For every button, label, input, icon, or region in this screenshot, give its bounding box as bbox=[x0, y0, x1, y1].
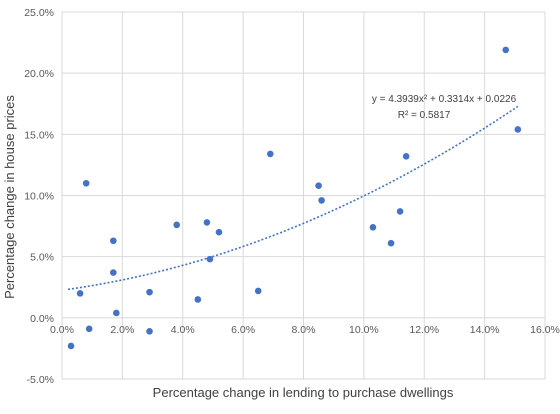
data-points bbox=[67, 46, 522, 350]
data-point bbox=[315, 182, 322, 190]
data-point bbox=[514, 126, 522, 133]
x-tick-label: 0.0% bbox=[50, 324, 74, 336]
data-point bbox=[82, 179, 90, 187]
data-point bbox=[215, 228, 223, 236]
y-tick-label: 25.0% bbox=[24, 7, 54, 19]
data-point bbox=[266, 150, 274, 158]
gridlines bbox=[61, 11, 546, 380]
data-point bbox=[113, 309, 120, 317]
y-tick-labels: -5.0% 0.0% 5.0% 10.0% 15.0% 20.0% 25.0% bbox=[24, 7, 54, 386]
x-tick-label: 12.0% bbox=[409, 324, 439, 336]
y-tick-label: -5.0% bbox=[27, 374, 54, 386]
data-point bbox=[254, 287, 262, 295]
x-tick-label: 8.0% bbox=[292, 324, 316, 336]
y-tick-label: 10.0% bbox=[24, 191, 54, 203]
data-point bbox=[203, 219, 211, 226]
y-axis-title: Percentage change in house prices bbox=[2, 95, 17, 299]
x-tick-label: 14.0% bbox=[470, 324, 500, 336]
x-tick-label: 4.0% bbox=[171, 324, 195, 336]
trendline-equation: y = 4.3939x² + 0.3314x + 0.0226 bbox=[372, 94, 517, 105]
trendline bbox=[67, 105, 519, 291]
y-tick-label: 0.0% bbox=[30, 313, 54, 325]
data-point bbox=[76, 290, 84, 297]
data-point bbox=[85, 325, 93, 333]
data-point bbox=[369, 224, 377, 231]
data-point bbox=[402, 153, 410, 160]
data-point bbox=[396, 208, 404, 215]
x-axis-title: Percentage change in lending to purchase… bbox=[153, 385, 454, 400]
data-point bbox=[110, 269, 117, 276]
data-point bbox=[206, 255, 214, 263]
data-point bbox=[387, 239, 395, 247]
data-point bbox=[67, 342, 75, 350]
y-tick-label: 15.0% bbox=[24, 129, 54, 141]
data-point bbox=[194, 296, 202, 303]
x-tick-label: 16.0% bbox=[530, 324, 560, 336]
data-point bbox=[318, 197, 325, 204]
data-point bbox=[110, 237, 117, 245]
y-tick-label: 5.0% bbox=[30, 252, 54, 264]
data-point bbox=[502, 46, 510, 54]
y-tick-label: 20.0% bbox=[24, 68, 54, 80]
data-point bbox=[146, 327, 153, 335]
x-tick-label: 6.0% bbox=[231, 324, 255, 336]
x-tick-label: 10.0% bbox=[349, 324, 379, 336]
data-point bbox=[173, 221, 181, 229]
x-tick-labels: 0.0% 2.0% 4.0% 6.0% 8.0% 10.0% 12.0% 14.0% 16.0% bbox=[50, 324, 560, 336]
x-tick-label: 2.0% bbox=[110, 324, 134, 336]
trendline-r-squared: R² = 0.5817 bbox=[398, 110, 451, 121]
data-point bbox=[146, 288, 153, 296]
